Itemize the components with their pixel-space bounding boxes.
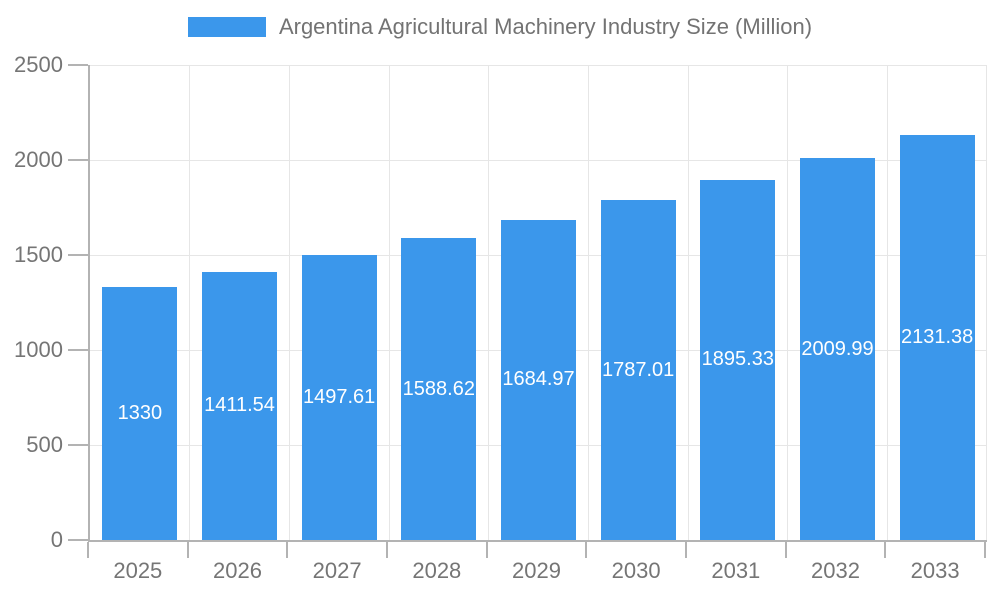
x-axis-tick bbox=[784, 542, 787, 558]
x-axis-tick bbox=[485, 542, 488, 558]
y-axis-tick-label: 2000 bbox=[14, 147, 63, 172]
grid-line-vertical bbox=[189, 65, 191, 540]
grid-line-vertical bbox=[787, 65, 789, 540]
bar: 1497.61 bbox=[301, 255, 377, 540]
y-axis-tick bbox=[68, 444, 88, 446]
bar: 1588.62 bbox=[401, 238, 477, 540]
bar: 2131.38 bbox=[899, 135, 975, 540]
bar: 1684.97 bbox=[501, 219, 576, 540]
bar: 1787.01 bbox=[600, 200, 676, 540]
grid-line-vertical bbox=[288, 65, 290, 540]
grid-line-vertical bbox=[587, 65, 589, 540]
y-axis-tick-label: 1000 bbox=[14, 337, 63, 362]
bar: 1895.33 bbox=[700, 179, 776, 540]
x-axis-tick bbox=[286, 542, 289, 558]
bar-value-label: 1330 bbox=[117, 402, 163, 425]
bar-value-label: 2009.99 bbox=[801, 337, 874, 360]
bar-value-label: 1787.01 bbox=[602, 358, 675, 381]
bar: 1411.54 bbox=[202, 271, 277, 540]
plot-area: 1330 1411.54 1497.61 1588.62 1684.97 1787.01 1… bbox=[88, 64, 987, 542]
bar: 1330 bbox=[102, 287, 178, 540]
x-axis-tick bbox=[186, 542, 189, 558]
chart-title: Argentina Agricultural Machinery Industr… bbox=[278, 14, 813, 39]
x-axis-tick bbox=[685, 542, 687, 558]
y-axis-tick bbox=[68, 254, 88, 256]
bar-value-label: 1684.97 bbox=[502, 368, 575, 391]
bar: 2009.99 bbox=[800, 158, 875, 540]
y-axis-tick-label: 2500 bbox=[14, 52, 63, 77]
x-axis-tick-label: 2033 bbox=[910, 558, 960, 583]
x-axis-tick bbox=[386, 542, 388, 558]
x-axis-tick-label: 2026 bbox=[213, 558, 262, 583]
x-axis-tick-label: 2031 bbox=[711, 558, 761, 583]
y-axis-tick bbox=[68, 349, 88, 351]
grid-line-horizontal bbox=[90, 64, 987, 66]
bar-value-label: 1895.33 bbox=[701, 348, 774, 371]
y-axis-tick bbox=[68, 64, 88, 66]
y-axis-tick-label: 500 bbox=[26, 432, 63, 457]
legend-swatch-icon bbox=[187, 17, 266, 37]
grid-line-vertical bbox=[488, 65, 490, 540]
x-axis-tick bbox=[87, 542, 89, 558]
x-axis-tick bbox=[984, 542, 986, 558]
y-axis-tick-label: 1500 bbox=[14, 242, 63, 267]
bar-value-label: 1497.61 bbox=[303, 386, 376, 409]
x-axis-tick bbox=[585, 542, 588, 558]
grid-line-vertical bbox=[886, 65, 888, 540]
bar-value-label: 1588.62 bbox=[402, 377, 475, 400]
y-axis-tick bbox=[68, 539, 88, 541]
x-axis-tick-label: 2029 bbox=[512, 558, 561, 583]
y-axis-tick bbox=[68, 159, 88, 161]
grid-line-horizontal bbox=[90, 159, 987, 161]
x-axis-tick-label: 2025 bbox=[113, 558, 163, 583]
grid-line-vertical bbox=[388, 65, 390, 540]
x-axis-tick-label: 2027 bbox=[312, 558, 362, 583]
bar-value-label: 2131.38 bbox=[901, 326, 974, 348]
x-axis-tick-label: 2028 bbox=[412, 558, 462, 583]
x-axis-tick-label: 2032 bbox=[811, 558, 860, 583]
grid-line-vertical bbox=[986, 65, 987, 540]
x-axis-tick bbox=[884, 542, 887, 558]
chart-legend: Argentina Agricultural Machinery Industr… bbox=[0, 14, 1000, 40]
grid-line-vertical bbox=[687, 65, 689, 540]
x-axis-tick-label: 2030 bbox=[611, 558, 661, 583]
y-axis-tick-label: 0 bbox=[50, 527, 63, 552]
bar-value-label: 1411.54 bbox=[204, 394, 275, 417]
